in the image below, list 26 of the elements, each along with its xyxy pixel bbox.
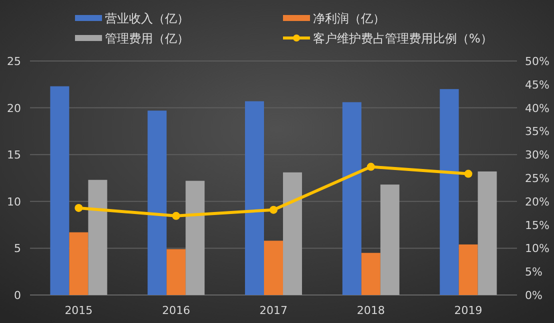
legend-label: 净利润（亿）	[313, 12, 385, 26]
legend-label: 管理费用（亿）	[105, 32, 189, 46]
y2-tick-label: 50%	[525, 55, 550, 68]
y2-tick-label: 10%	[525, 242, 550, 256]
y-tick-label: 20	[7, 102, 21, 115]
y2-tick-label: 0%	[525, 289, 542, 302]
x-tick-label: 2015	[64, 304, 93, 317]
x-tick-label: 2018	[356, 304, 385, 317]
legend-label: 客户维护费占管理费用比例（%）	[313, 32, 492, 46]
y-tick-label: 5	[14, 242, 21, 256]
y-tick-label: 25	[7, 55, 21, 68]
y2-tick-label: 35%	[525, 125, 550, 138]
y2-tick-label: 45%	[525, 78, 550, 92]
y-tick-label: 0	[14, 289, 21, 302]
x-tick-label: 2019	[454, 304, 482, 317]
y2-tick-label: 20%	[525, 195, 550, 208]
legend-label: 营业收入（亿）	[105, 12, 189, 26]
y2-tick-label: 5%	[525, 266, 542, 279]
y2-tick-label: 40%	[525, 102, 550, 115]
y2-tick-label: 25%	[525, 172, 550, 185]
y2-tick-label: 30%	[525, 148, 550, 162]
x-tick-label: 2016	[162, 304, 190, 317]
x-tick-label: 2017	[260, 304, 288, 317]
y2-tick-label: 15%	[525, 218, 550, 232]
y-tick-label: 15	[7, 148, 21, 162]
y-tick-label: 10	[7, 195, 21, 208]
